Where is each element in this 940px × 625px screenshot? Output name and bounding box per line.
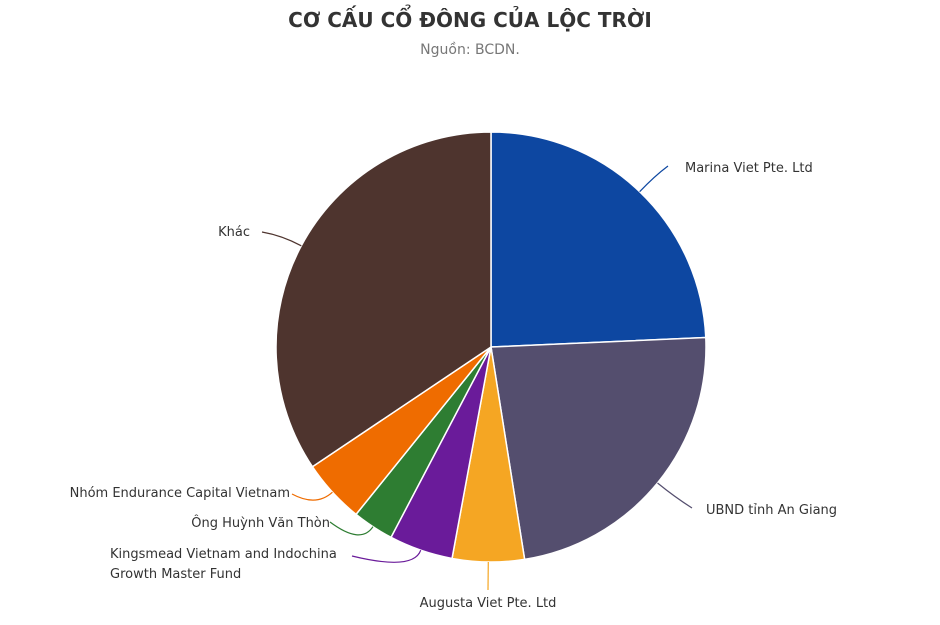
slice-label: Nhóm Endurance Capital Vietnam <box>69 486 290 501</box>
leader-line <box>639 165 669 193</box>
leader-line <box>291 491 333 501</box>
slice-label: Augusta Viet Pte. Ltd <box>419 596 557 611</box>
leader-line <box>329 521 374 536</box>
pie-slice <box>490 131 707 348</box>
leader-line <box>351 549 422 563</box>
slice-label: Khác <box>218 225 250 240</box>
pie-slice <box>490 336 707 561</box>
leader-line <box>657 482 693 509</box>
slice-label: Kingsmead Vietnam and Indochina Growth M… <box>110 547 337 582</box>
chart-title: CƠ CẤU CỔ ĐÔNG CỦA LỘC TRỜI <box>288 8 652 32</box>
leader-line <box>261 231 302 247</box>
slice-label: Ông Huỳnh Văn Thòn <box>191 516 330 531</box>
slice-label: UBND tỉnh An Giang <box>706 503 838 518</box>
pie-slice <box>275 131 492 468</box>
chart-subtitle: Nguồn: BCDN. <box>420 42 520 58</box>
slice-label: Marina Viet Pte. Ltd <box>685 161 813 176</box>
